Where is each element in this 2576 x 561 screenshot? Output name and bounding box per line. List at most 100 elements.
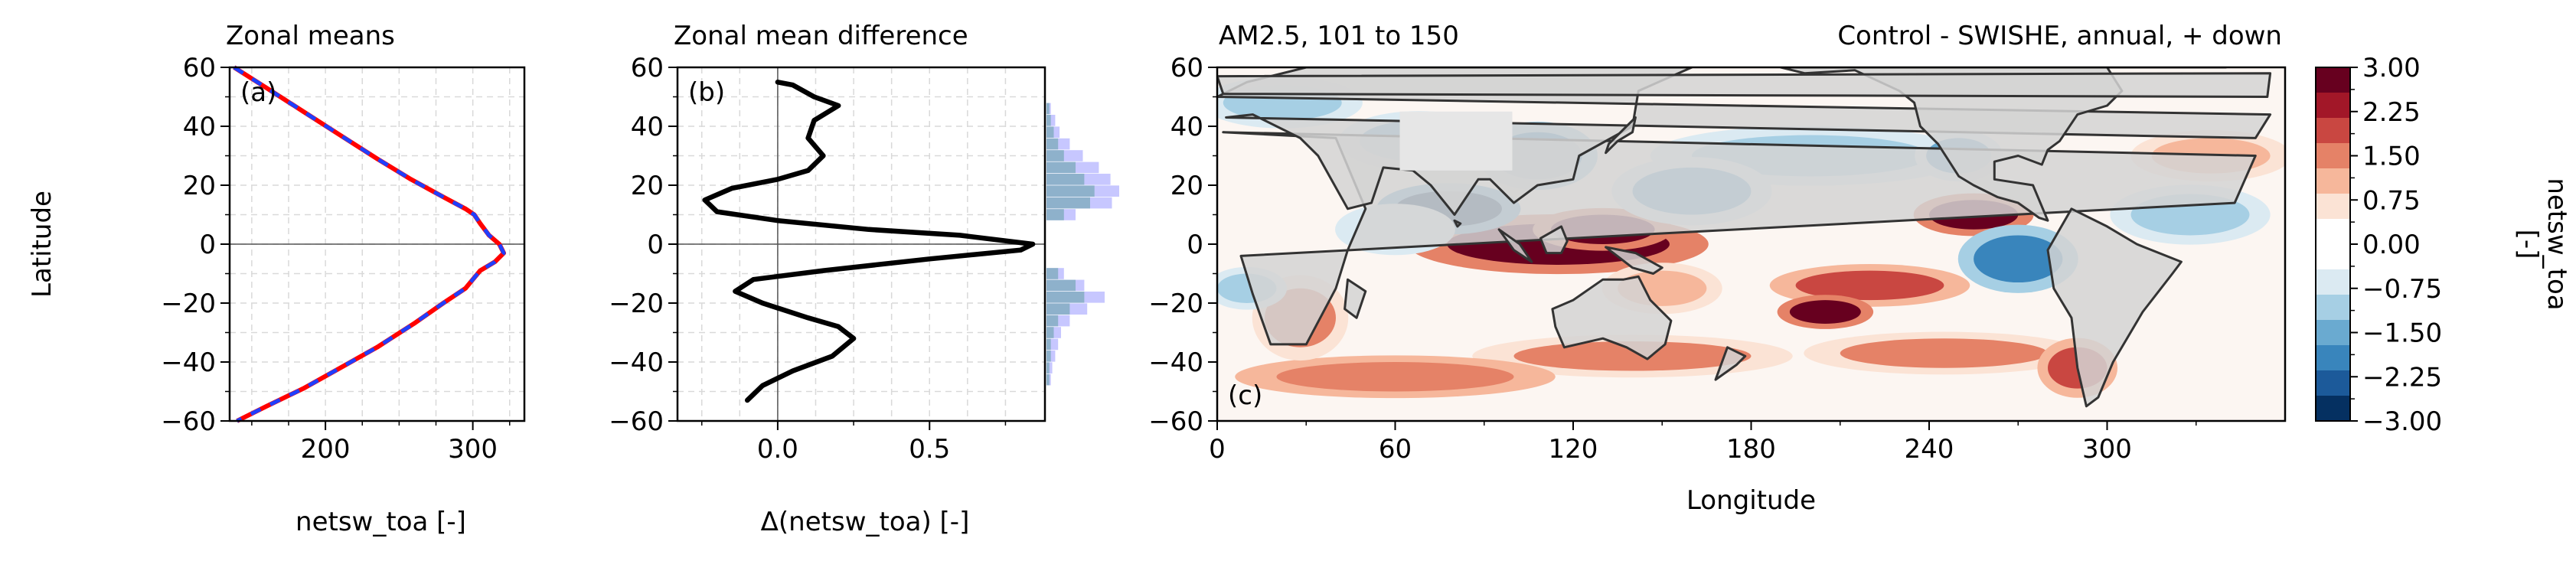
panel-c-xtick-label-120: 120 — [1549, 434, 1598, 465]
panel-c-land-11 — [1714, 346, 1747, 381]
panel-b-ytick-label-40: 40 — [631, 112, 664, 142]
panel-c-anomaly-12 — [1789, 300, 1861, 324]
panel-b-hist-teal-bar — [1046, 173, 1085, 185]
panel-b-series-0 — [702, 80, 1036, 403]
panel-b-hist-teal-bar — [1046, 350, 1051, 362]
panel-c-anomaly-11 — [1795, 270, 1944, 301]
colorbar-swatch-11 — [2316, 345, 2350, 371]
panel-b-xtick-label-1: 0.5 — [909, 434, 950, 465]
panel-a-ytick-label-60: 60 — [183, 53, 216, 83]
panel-a-ytick-label-0: 0 — [199, 230, 216, 260]
colorbar-swatch-3 — [2316, 143, 2350, 169]
panel-a-ytick-label-20: 20 — [183, 171, 216, 201]
panel-c-ytick-label-20: 20 — [1170, 171, 1203, 201]
colorbar-tick-label-8: −3.00 — [2362, 406, 2442, 437]
colorbar-swatch-12 — [2316, 370, 2350, 396]
panel-a-xtick-label-300: 300 — [448, 434, 498, 465]
panel-b-hist-teal-bar — [1046, 291, 1085, 303]
panel-c-land-5 — [2106, 67, 2227, 69]
panel-c-land-10 — [1605, 246, 1663, 275]
panel-b-xlabel: Δ(netsw_toa) [-] — [761, 507, 970, 537]
panel-b-hist-teal-bar — [1046, 279, 1076, 292]
panel-c-land-2 — [1551, 275, 1673, 360]
panel-a-ylabel: Latitude — [27, 191, 57, 298]
panel-b-hist-teal-bar — [1046, 161, 1076, 174]
panel-c-ytick-label-0: 0 — [1187, 230, 1203, 260]
panel-c-title-right: Control - SWISHE, annual, + down — [1837, 21, 2282, 51]
panel-b-hist-teal-bar — [1046, 362, 1050, 374]
panel-b-zonal-mean-difference: −60 −40 −20 0 20 40 60 0.0 0.5 Zonal mean differe… — [609, 21, 1119, 537]
panel-b-hist-teal-bar — [1046, 197, 1090, 209]
panel-c-ytick-label--20: −20 — [1148, 289, 1203, 319]
colorbar-swatch-9 — [2316, 295, 2350, 321]
panel-c-anomaly-14 — [1840, 338, 2048, 368]
colorbar-swatch-10 — [2316, 320, 2350, 346]
panel-b-hist-teal-bar — [1046, 373, 1050, 386]
panel-c-ytick-label-60: 60 — [1170, 53, 1203, 83]
panel-c-land-8 — [1497, 228, 1533, 263]
colorbar-swatch-7 — [2316, 244, 2350, 270]
colorbar-swatch-5 — [2316, 194, 2350, 220]
panel-c-land-13 — [1217, 72, 2272, 98]
panel-c-ytick-label--60: −60 — [1148, 406, 1203, 437]
colorbar-label-line: [-] — [2512, 230, 2543, 259]
colorbar-tick-label-2: 1.50 — [2362, 142, 2421, 172]
colorbar-swatch-13 — [2316, 396, 2350, 422]
panel-b-ytick-label-0: 0 — [647, 230, 664, 260]
panel-a-xtick-label-200: 200 — [301, 434, 351, 465]
panel-c-land-1 — [1217, 67, 2272, 216]
panel-a-ytick-label--20: −20 — [161, 289, 216, 319]
colorbar-swatch-8 — [2316, 269, 2350, 295]
panel-c-land-6 — [1605, 116, 1637, 155]
panel-a-xlabel: netsw_toa [-] — [295, 507, 466, 537]
panel-b-hist-teal-bar — [1046, 185, 1095, 197]
panel-b-ytick-label--60: −60 — [609, 406, 664, 437]
panel-a-label: (a) — [240, 77, 276, 108]
panel-c-anomaly-16 — [1276, 362, 1514, 392]
panel-c-anomaly-15 — [1513, 341, 1752, 371]
panel-c-xlabel: Longitude — [1686, 485, 1816, 516]
colorbar-tick-label-1: 2.25 — [2362, 97, 2421, 128]
colorbar-swatch-2 — [2316, 118, 2350, 144]
panel-c-xtick-label-300: 300 — [2082, 434, 2132, 465]
panel-a-title: Zonal means — [226, 21, 395, 51]
colorbar-swatch-1 — [2316, 93, 2350, 119]
panel-a-ytick-label--60: −60 — [161, 406, 216, 437]
panel-b-label: (b) — [688, 77, 725, 108]
panel-b-hist-teal-bar — [1046, 114, 1051, 126]
panel-c-masked-region — [1399, 111, 1513, 171]
panel-c-land-9 — [1539, 225, 1569, 255]
panel-a-zonal-means: −60 −40 −20 0 20 40 60 200 300 Zonal means (a) nets… — [27, 21, 526, 537]
colorbar-label-line: netsw_toa — [2542, 178, 2572, 310]
panel-c-land-3 — [2046, 207, 2183, 408]
panel-c-map: −60 −40 −20 0 20 40 60 0 60 120 180 240 300 AM2.5, 10… — [1148, 21, 2287, 516]
panel-c-xtick-label-240: 240 — [1905, 434, 1954, 465]
panel-b-ytick-label-20: 20 — [631, 171, 664, 201]
panel-b-ytick-label-60: 60 — [631, 53, 664, 83]
colorbar: 3.00 2.25 1.50 0.75 0.00 −0.75 −1.50 −2.25 −3.00… — [2315, 53, 2572, 437]
panel-b-xtick-label-0: 0.0 — [757, 434, 798, 465]
panel-b-hist-teal-bar — [1046, 315, 1059, 327]
panel-c-label: (c) — [1228, 380, 1262, 411]
panel-b-hist-teal-bar — [1046, 338, 1051, 351]
colorbar-swatch-0 — [2316, 67, 2350, 93]
panel-c-anomaly-10 — [1974, 235, 2063, 283]
panel-b-hist-teal-bar — [1046, 138, 1059, 150]
panel-c-ytick-label-40: 40 — [1170, 112, 1203, 142]
panel-c-land-4 — [1779, 67, 2124, 222]
colorbar-tick-label-4: 0.00 — [2362, 230, 2421, 260]
panel-a-ytick-label-40: 40 — [183, 112, 216, 142]
panel-b-hist-teal-bar — [1046, 126, 1054, 139]
panel-c-xtick-label-60: 60 — [1379, 434, 1412, 465]
panel-b-hist-teal-bar — [1046, 209, 1064, 220]
panel-c-title-left: AM2.5, 101 to 150 — [1219, 21, 1459, 51]
panel-b-hist-teal-bar — [1046, 150, 1064, 161]
colorbar-swatch-6 — [2316, 219, 2350, 245]
panel-b-hist-teal-bar — [1046, 268, 1059, 279]
colorbar-tick-label-3: 0.75 — [2362, 185, 2421, 216]
colorbar-tick-label-5: −0.75 — [2362, 274, 2442, 305]
panel-c-plot-area — [1217, 67, 2285, 421]
panel-c-land-7 — [1453, 219, 1462, 228]
panel-b-title: Zonal mean difference — [674, 21, 968, 51]
